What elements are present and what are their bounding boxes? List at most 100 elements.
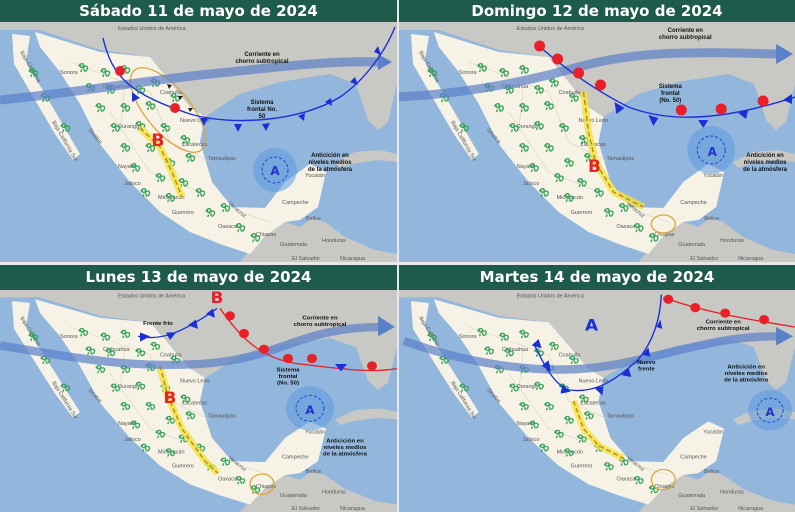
map-label-el-salvador: El Salvador bbox=[690, 256, 718, 262]
map-label-guatemala: Guatemala bbox=[280, 493, 307, 499]
map-label-campeche: Campeche bbox=[282, 200, 309, 206]
map-panel-tuesday: Martes 14 de mayo de 2024 Estados Unidos… bbox=[399, 265, 795, 512]
warm-front-line bbox=[219, 308, 397, 372]
map-label-nicaragua: Nicaragua bbox=[340, 506, 365, 512]
map-label-chihuahua: Chihuahua bbox=[502, 347, 529, 353]
map-label-durango: Durango bbox=[118, 124, 139, 130]
map-label-nuevo-leon: Nuevo León bbox=[579, 379, 609, 385]
map-label-campeche: Campeche bbox=[282, 455, 309, 461]
front-label: Sistema bbox=[250, 100, 274, 106]
anticyclone-icon bbox=[687, 126, 736, 174]
map-label-sonora: Sonora bbox=[459, 334, 477, 340]
map-label-honduras: Honduras bbox=[322, 238, 346, 244]
low-pressure-label: B bbox=[164, 388, 177, 406]
map-panel-monday: Lunes 13 de mayo de 2024 Estados Unidos … bbox=[0, 265, 397, 512]
anticyclone-label: de la atmósfera bbox=[323, 452, 368, 458]
jet-label: Corriente en bbox=[668, 28, 704, 34]
cold-front-line bbox=[102, 26, 396, 122]
map-label-guerrero: Guerrero bbox=[172, 464, 194, 470]
map-label-guatemala: Guatemala bbox=[678, 242, 706, 248]
map-label-michoacan: Michoacán bbox=[158, 195, 185, 201]
trough-band bbox=[156, 365, 221, 476]
panel-title: Lunes 13 de mayo de 2024 bbox=[0, 265, 397, 290]
map-label-usa: Estados Unidos de América bbox=[118, 26, 187, 32]
map-label-chihuahua: Chihuahua bbox=[103, 347, 130, 353]
front-label: frontal bbox=[279, 374, 298, 380]
anticyclone-label: niveles medios bbox=[324, 445, 367, 451]
anticyclone-ring bbox=[261, 156, 289, 184]
map-label-oaxaca: Oaxaca bbox=[616, 224, 636, 230]
cold-front-label: Frente frío bbox=[143, 321, 173, 327]
anticyclone-ring bbox=[756, 397, 784, 423]
map-label-coahuila: Coahuila bbox=[160, 353, 182, 359]
map-label-oaxaca: Oaxaca bbox=[218, 477, 237, 483]
jet-stream-arrowhead bbox=[378, 54, 392, 70]
warm-front-semicircles bbox=[225, 311, 377, 371]
jet-stream-arrowhead bbox=[776, 327, 794, 346]
map-label-guatemala: Guatemala bbox=[678, 493, 705, 499]
jet-label: chorro subtropical bbox=[235, 59, 288, 65]
map-label-zacatecas: Zacatecas bbox=[182, 401, 208, 407]
map-label-usa: Estados Unidos de América bbox=[118, 294, 185, 300]
anticyclone-icon bbox=[748, 389, 793, 431]
map-label-guerrero: Guerrero bbox=[571, 464, 593, 470]
map-label-chiapas: Chiapas bbox=[654, 232, 674, 238]
map-label-sonora: Sonora bbox=[60, 70, 79, 76]
front-label: (No. 50) bbox=[277, 381, 299, 387]
map-label-belice: Belice bbox=[306, 216, 321, 222]
cold-front-triangles bbox=[132, 46, 381, 132]
map-label-tamaulipas: Tamaulipas bbox=[208, 414, 236, 420]
anticyclone-label: Anticición en bbox=[326, 439, 364, 445]
low-pressure-north-label: B bbox=[211, 290, 224, 307]
jet-label: Corriente en bbox=[244, 52, 280, 58]
map-label-yucatan: Yucatán bbox=[305, 173, 325, 179]
map-label-oaxaca: Oaxaca bbox=[616, 477, 635, 483]
panel-title: Martes 14 de mayo de 2024 bbox=[399, 265, 795, 290]
map-label-el-salvador: El Salvador bbox=[292, 506, 320, 512]
anticyclone-label: Anticición en bbox=[727, 365, 765, 371]
map-label-michoacan: Michoacán bbox=[557, 450, 584, 456]
jet-label: Corriente en bbox=[302, 316, 338, 322]
map-label-el-salvador: El Salvador bbox=[690, 506, 718, 512]
map-label-chiapas: Chiapas bbox=[654, 484, 674, 490]
map-label-belice: Belice bbox=[306, 469, 321, 475]
map-label-yucatan: Yucatán bbox=[703, 430, 723, 436]
map-label-nuevo-leon: Nuevo León bbox=[180, 118, 210, 124]
panel-title: Sábado 11 de mayo de 2024 bbox=[0, 0, 397, 22]
front-label: Sistema bbox=[277, 368, 301, 374]
cold-front-line bbox=[533, 294, 663, 392]
anticyclone-label: Anticición en bbox=[746, 153, 784, 159]
jet-stream-arrowhead bbox=[776, 44, 794, 64]
high-pressure-label: A bbox=[765, 405, 774, 418]
map-label-honduras: Honduras bbox=[720, 238, 744, 244]
map-label-jalisco: Jalisco bbox=[523, 181, 540, 187]
anticyclone-label: niveles medios bbox=[308, 160, 352, 166]
map-label-michoacan: Michoacán bbox=[557, 195, 583, 201]
map-label-chiapas: Chiapas bbox=[256, 484, 276, 490]
rain-zone-outline bbox=[129, 67, 207, 153]
map-label-tamaulipas: Tamaulipas bbox=[208, 156, 236, 162]
rain-zone-outline bbox=[650, 468, 676, 491]
anticyclone-label: de la atmósfera bbox=[743, 167, 788, 173]
jet-label: Corriente en bbox=[706, 319, 742, 325]
map-label-yucatan: Yucatán bbox=[703, 173, 723, 179]
anticyclone-label: niveles medios bbox=[744, 160, 788, 166]
warm-front-semicircles bbox=[663, 294, 770, 325]
new-front-label: frente bbox=[638, 367, 655, 373]
jet-stream-arrow bbox=[402, 332, 779, 374]
jet-stream-arrow bbox=[0, 322, 381, 370]
map-label-belice: Belice bbox=[704, 216, 719, 222]
jet-label: chorro subtropical bbox=[697, 326, 750, 332]
front-label: frontal bbox=[661, 91, 680, 97]
map-label-michoacan: Michoacán bbox=[158, 450, 185, 456]
